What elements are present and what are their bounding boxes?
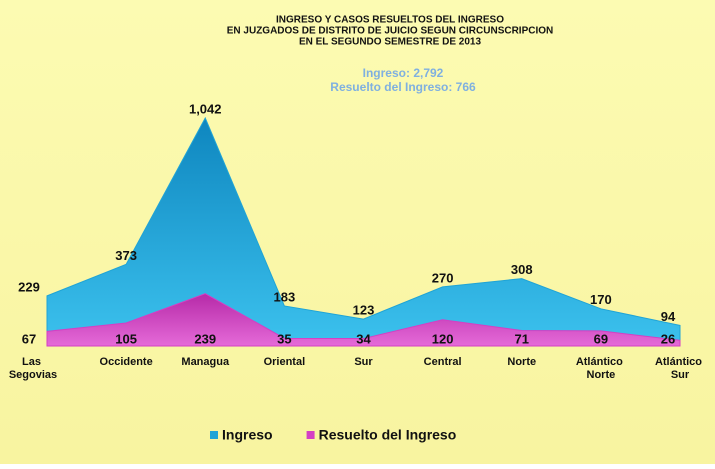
data-label: 35 [277, 331, 291, 346]
data-label: 105 [115, 331, 137, 346]
legend-swatch [306, 431, 315, 439]
x-tick-label: Occidente [100, 356, 153, 368]
data-label: 69 [594, 331, 608, 346]
x-tick-label: Las Segovias [9, 356, 57, 381]
x-tick-label: Central [424, 356, 462, 368]
x-tick-label: Norte [507, 356, 536, 368]
legend-label: Ingreso [222, 427, 273, 443]
data-label: 94 [661, 309, 676, 324]
chart-title: EN EL SEGUNDO SEMESTRE DE 2013 [299, 37, 482, 48]
x-tick-label: Oriental [264, 356, 306, 368]
data-label: 123 [353, 303, 375, 318]
x-tick-label: Sur [354, 356, 373, 368]
x-tick-label: Atlántico Norte [576, 356, 626, 381]
data-label: 308 [511, 262, 533, 277]
data-label: 270 [432, 270, 454, 285]
data-label: 120 [432, 331, 454, 346]
chart-subtitle: Ingreso: 2,792 [363, 66, 444, 80]
data-label: 1,042 [189, 101, 222, 116]
area [46, 116, 681, 347]
chart-title: EN JUZGADOS DE DISTRITO DE JUICIO SEGUN … [227, 26, 554, 37]
chart-title: INGRESO Y CASOS RESUELTOS DEL INGRESO [276, 15, 504, 26]
x-tick-label: Managua [181, 356, 230, 368]
chart-subtitle: Resuelto del Ingreso: 766 [330, 80, 476, 94]
legend-swatch [210, 431, 218, 439]
data-label: 34 [356, 331, 371, 346]
area [46, 293, 681, 347]
legend-label: Resuelto del Ingreso [319, 427, 457, 443]
data-label: 170 [590, 292, 612, 307]
data-label: 239 [194, 331, 216, 346]
data-label: 67 [22, 331, 36, 346]
data-label: 26 [661, 331, 675, 346]
data-label: 183 [274, 289, 296, 304]
data-label: 229 [18, 279, 40, 294]
x-tick-label: Atlántico Sur [655, 356, 705, 381]
data-label: 373 [115, 248, 137, 263]
data-label: 71 [515, 331, 529, 346]
